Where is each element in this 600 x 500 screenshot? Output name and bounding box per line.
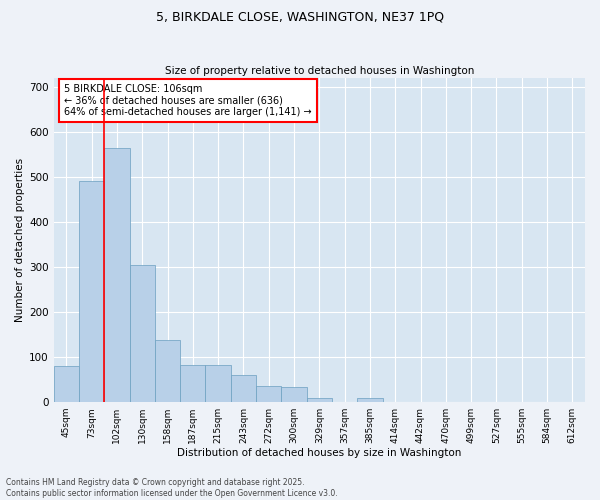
Bar — [256, 386, 281, 402]
Text: 5 BIRKDALE CLOSE: 106sqm
← 36% of detached houses are smaller (636)
64% of semi-: 5 BIRKDALE CLOSE: 106sqm ← 36% of detach… — [64, 84, 312, 117]
Bar — [53, 366, 79, 402]
Bar — [281, 387, 307, 402]
Bar — [104, 148, 130, 402]
Y-axis label: Number of detached properties: Number of detached properties — [15, 158, 25, 322]
Bar — [180, 365, 205, 402]
Text: Contains HM Land Registry data © Crown copyright and database right 2025.
Contai: Contains HM Land Registry data © Crown c… — [6, 478, 338, 498]
X-axis label: Distribution of detached houses by size in Washington: Distribution of detached houses by size … — [177, 448, 461, 458]
Bar — [79, 182, 104, 402]
Bar — [231, 375, 256, 402]
Bar — [205, 365, 231, 402]
Bar — [307, 398, 332, 402]
Title: Size of property relative to detached houses in Washington: Size of property relative to detached ho… — [164, 66, 474, 76]
Bar — [357, 398, 383, 402]
Text: 5, BIRKDALE CLOSE, WASHINGTON, NE37 1PQ: 5, BIRKDALE CLOSE, WASHINGTON, NE37 1PQ — [156, 10, 444, 23]
Bar — [130, 264, 155, 402]
Bar — [155, 340, 180, 402]
